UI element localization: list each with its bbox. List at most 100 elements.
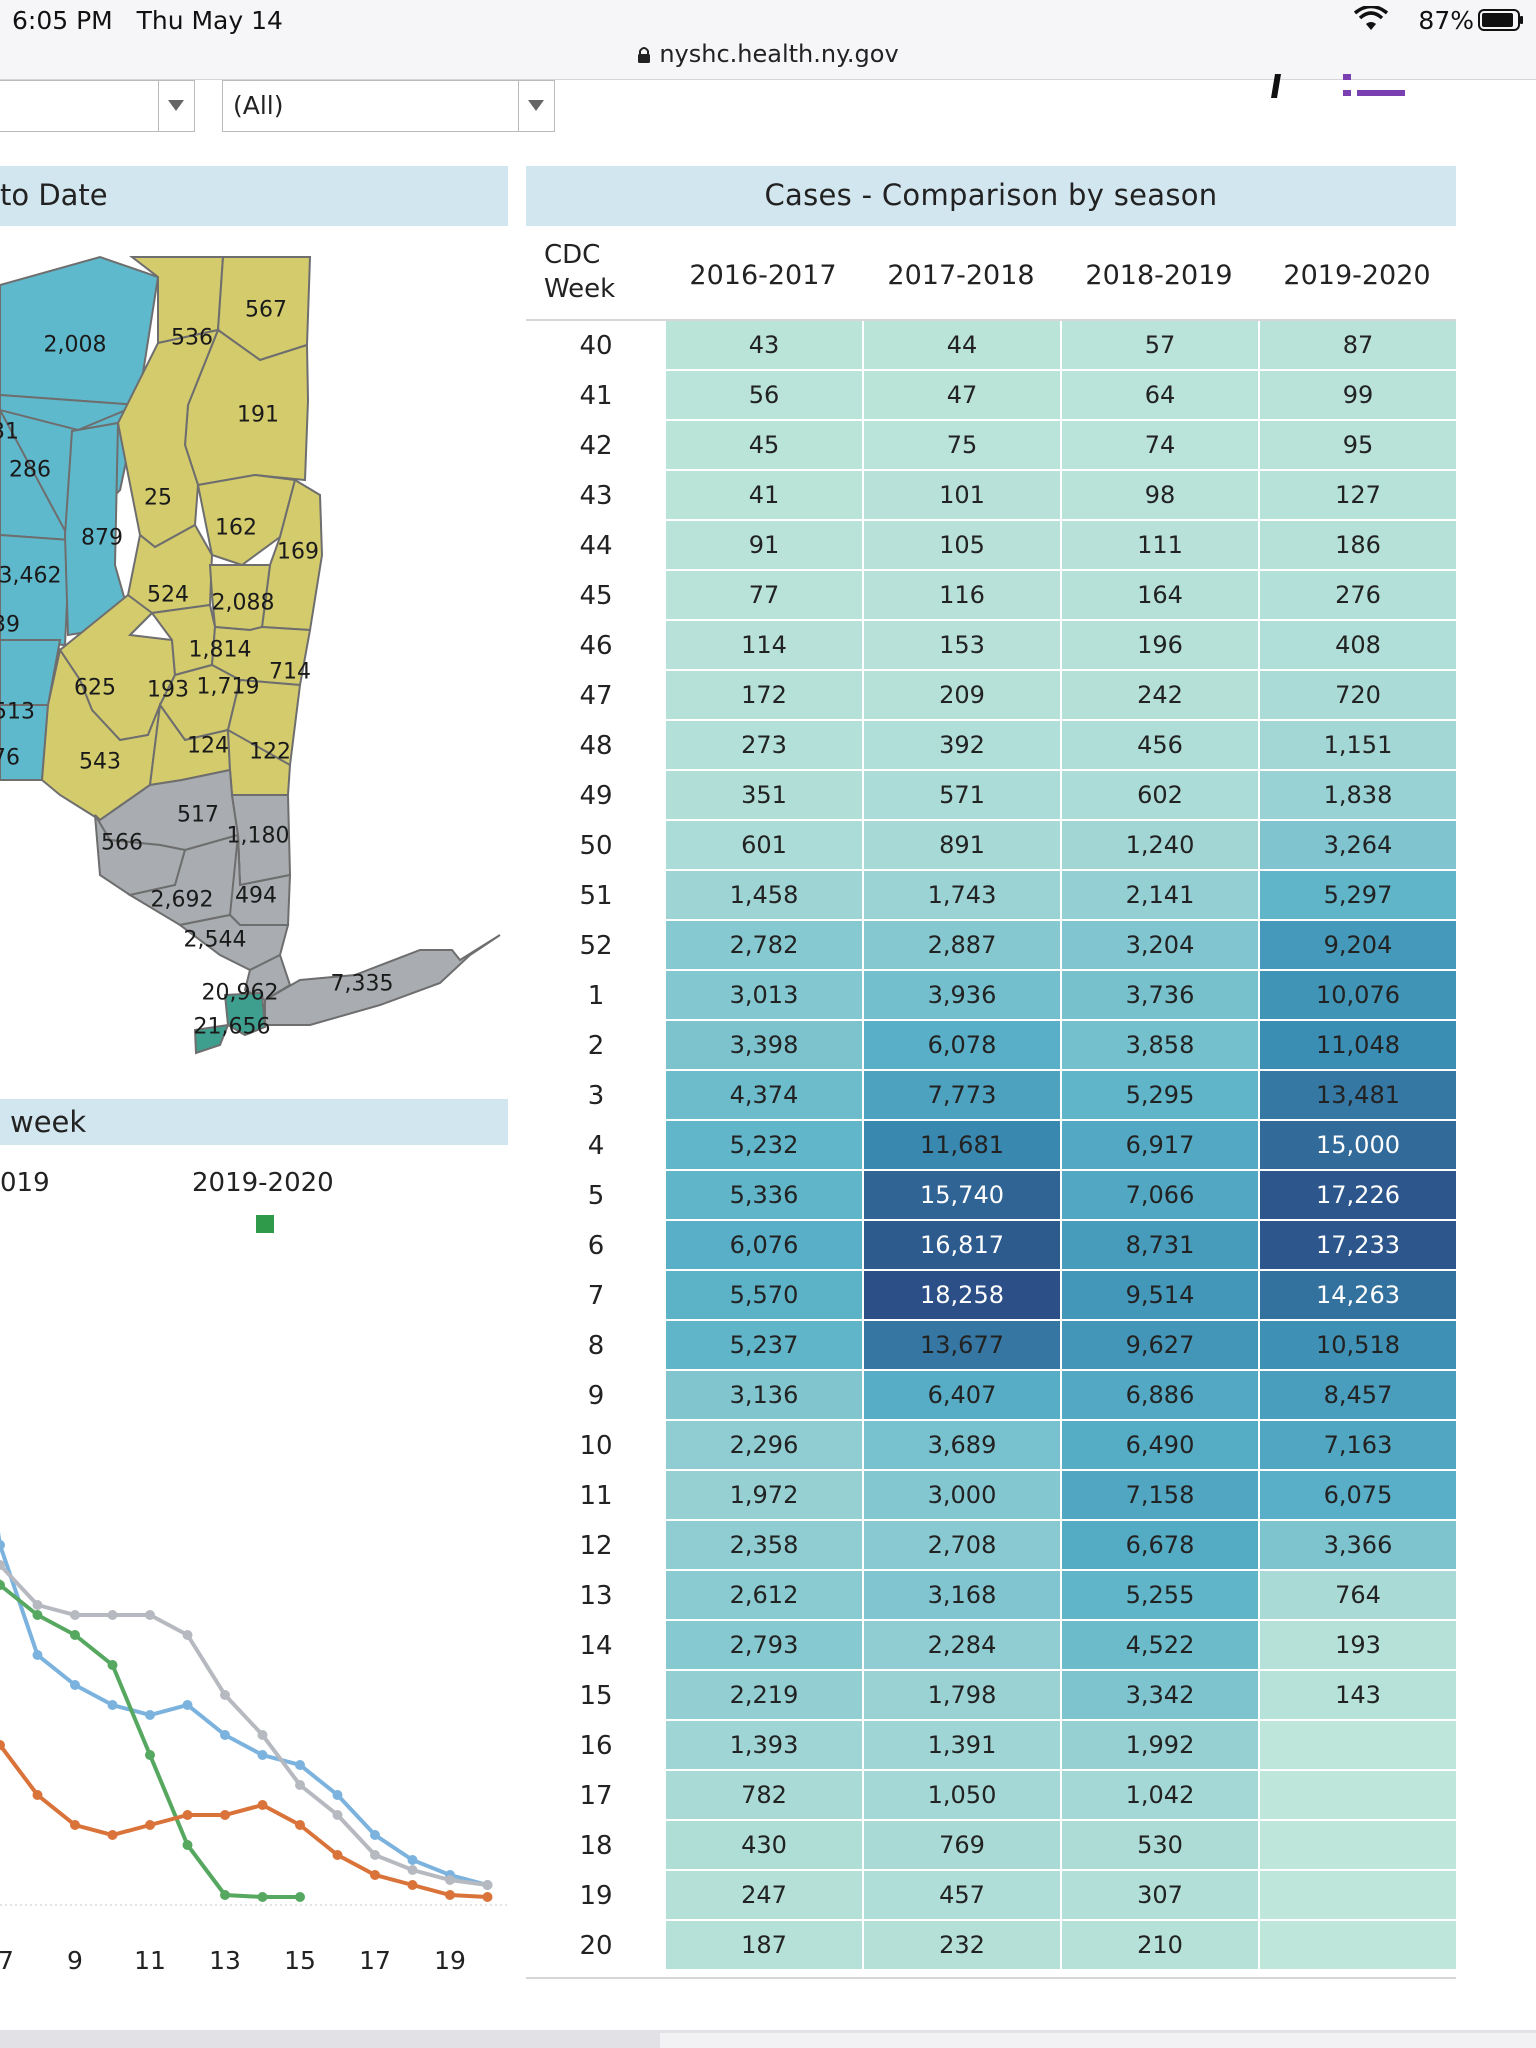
county-count-label: 39	[0, 612, 20, 638]
case-count-cell: 571	[864, 771, 1060, 819]
case-count-cell: 2,793	[666, 1621, 862, 1669]
season-filter-toggle[interactable]	[518, 81, 554, 131]
case-count-cell: 6,886	[1062, 1371, 1258, 1419]
table-row: 20 187 232 210	[526, 1921, 1456, 1971]
week-cell: 19	[579, 1881, 613, 1911]
table-row: 9 3,136 6,407 6,886 8,457	[526, 1371, 1456, 1421]
case-count-cell: 3,689	[864, 1421, 1060, 1469]
case-count-cell: 74	[1062, 421, 1258, 469]
case-count-cell: 3,936	[864, 971, 1060, 1019]
week-cell: 8	[587, 1331, 605, 1361]
region-filter-toggle[interactable]	[158, 81, 194, 131]
case-count-cell: 307	[1062, 1871, 1258, 1919]
case-count-cell: 116	[864, 571, 1060, 619]
case-count-cell: 2,141	[1062, 871, 1258, 919]
county-count-label: 286	[9, 457, 51, 483]
case-count-cell: 105	[864, 521, 1060, 569]
county-count-label: 536	[171, 325, 213, 351]
table-row: 46 114 153 196 408	[526, 621, 1456, 671]
county-count-label: 566	[101, 830, 143, 856]
case-count-cell: 153	[864, 621, 1060, 669]
county-count-label: 124	[187, 733, 229, 759]
case-count-cell: 3,264	[1260, 821, 1456, 869]
series-point-0	[220, 1730, 230, 1740]
case-count-cell: 11,048	[1260, 1021, 1456, 1069]
lock-icon	[638, 47, 651, 63]
case-count-cell: 3,000	[864, 1471, 1060, 1519]
series-point-3	[182, 1810, 193, 1820]
table-row: 3 4,374 7,773 5,295 13,481	[526, 1071, 1456, 1121]
week-cell: 10	[579, 1431, 613, 1461]
table-row: 18 430 769 530	[526, 1821, 1456, 1871]
case-count-cell: 1,151	[1260, 721, 1456, 769]
series-point-0	[370, 1830, 380, 1840]
table-row: 19 247 457 307	[526, 1871, 1456, 1921]
case-count-cell: 47	[864, 371, 1060, 419]
wifi-icon	[1354, 6, 1388, 30]
case-count-cell: 1,042	[1062, 1771, 1258, 1819]
week-cell: 1	[587, 981, 605, 1011]
series-point-0	[257, 1750, 268, 1760]
county-count-label: 7,335	[330, 971, 394, 997]
series-point-2	[370, 1850, 380, 1860]
county-count-label: 193	[147, 677, 189, 703]
county-count-label: 567	[245, 297, 287, 323]
case-count-cell: 5,297	[1260, 871, 1456, 919]
week-cell: 4	[587, 1131, 605, 1161]
series-point-0	[295, 1760, 305, 1770]
county-count-label: 524	[147, 582, 189, 608]
week-cell: 52	[579, 931, 613, 961]
week-cell: 46	[579, 631, 613, 661]
week-cell: 12	[579, 1531, 613, 1561]
case-count-cell: 41	[666, 471, 862, 519]
table-row: 42 45 75 74 95	[526, 421, 1456, 471]
case-count-cell: 2,887	[864, 921, 1060, 969]
week-cell: 3	[587, 1081, 605, 1111]
case-count-cell: 430	[666, 1821, 862, 1869]
case-count-cell: 210	[1062, 1921, 1258, 1969]
series-point-2	[445, 1875, 455, 1885]
season-header: 2018-2019	[1085, 260, 1233, 291]
county-count-label: 1,719	[196, 674, 260, 700]
case-count-cell: 164	[1062, 571, 1258, 619]
case-count-cell: 111	[1062, 521, 1258, 569]
county-count-label: 2,544	[183, 927, 247, 953]
case-count-cell: 87	[1260, 321, 1456, 369]
table-row: 48 273 392 456 1,151	[526, 721, 1456, 771]
series-point-1	[145, 1750, 155, 1760]
season-filter-dropdown[interactable]: (All)	[222, 80, 555, 132]
series-point-3	[70, 1820, 80, 1830]
week-cell: 16	[579, 1731, 613, 1761]
case-count-cell	[1260, 1871, 1456, 1919]
week-column-header: CDC Week	[544, 240, 616, 304]
table-row: 14 2,793 2,284 4,522 193	[526, 1621, 1456, 1671]
series-point-3	[257, 1800, 268, 1810]
case-count-cell: 1,992	[1062, 1721, 1258, 1769]
table-row: 50 601 891 1,240 3,264	[526, 821, 1456, 871]
series-point-2	[220, 1690, 230, 1700]
region-filter-dropdown[interactable]	[0, 80, 195, 132]
x-tick-label: 9	[67, 1946, 83, 1975]
series-line-3	[0, 1742, 488, 1899]
week-cell: 20	[579, 1931, 613, 1961]
table-row: 49 351 571 602 1,838	[526, 771, 1456, 821]
week-cell: 15	[579, 1681, 613, 1711]
table-row: 52 2,782 2,887 3,204 9,204	[526, 921, 1456, 971]
case-count-cell: 1,458	[666, 871, 862, 919]
season-header: 2019-2020	[1283, 260, 1431, 291]
toolbar-icons[interactable]	[1265, 72, 1405, 100]
address-bar[interactable]: nyshc.health.ny.gov	[0, 40, 1536, 68]
case-count-cell: 75	[864, 421, 1060, 469]
county-count-label: 879	[81, 525, 123, 551]
case-count-cell: 186	[1260, 521, 1456, 569]
series-point-2	[182, 1630, 193, 1640]
chevron-down-icon	[168, 100, 184, 111]
case-count-cell: 2,219	[666, 1671, 862, 1719]
series-point-2	[107, 1610, 118, 1620]
legend-entry-2018-2019: 019	[0, 1168, 50, 1198]
case-count-cell: 3,342	[1062, 1671, 1258, 1719]
scrollbar-thumb[interactable]	[660, 2033, 1536, 2048]
week-cell: 41	[579, 381, 613, 411]
line-panel-header: week	[0, 1099, 508, 1145]
week-cell: 49	[579, 781, 613, 811]
